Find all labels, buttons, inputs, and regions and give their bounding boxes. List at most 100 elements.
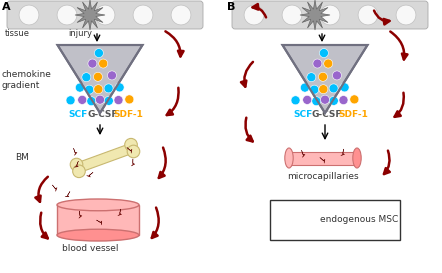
Circle shape: [396, 5, 416, 25]
FancyBboxPatch shape: [7, 1, 203, 29]
Circle shape: [76, 83, 84, 92]
Circle shape: [78, 95, 87, 104]
Circle shape: [72, 165, 85, 178]
Circle shape: [95, 49, 103, 58]
Circle shape: [93, 72, 103, 81]
Circle shape: [125, 138, 137, 151]
Circle shape: [324, 59, 333, 68]
FancyArrowPatch shape: [35, 177, 48, 202]
Text: SDF-1: SDF-1: [338, 110, 368, 119]
Text: endogenous MSC: endogenous MSC: [320, 215, 398, 224]
Circle shape: [87, 97, 96, 106]
Circle shape: [320, 49, 328, 58]
Polygon shape: [292, 206, 297, 212]
FancyBboxPatch shape: [232, 1, 428, 29]
FancyArrowPatch shape: [165, 31, 183, 57]
Circle shape: [88, 59, 97, 68]
Ellipse shape: [353, 148, 361, 168]
Circle shape: [329, 96, 338, 105]
Ellipse shape: [57, 199, 139, 211]
Text: BM: BM: [15, 153, 29, 162]
FancyArrowPatch shape: [384, 151, 390, 174]
Polygon shape: [286, 214, 290, 221]
Circle shape: [70, 158, 83, 171]
Polygon shape: [57, 205, 139, 235]
Polygon shape: [75, 0, 105, 30]
Text: chemokine
gradient: chemokine gradient: [2, 70, 52, 90]
Polygon shape: [52, 185, 57, 191]
Text: G-CSF: G-CSF: [312, 110, 343, 119]
FancyArrowPatch shape: [241, 62, 253, 87]
Circle shape: [332, 71, 342, 80]
Text: SCF: SCF: [293, 110, 312, 119]
Text: SDF-1: SDF-1: [113, 110, 143, 119]
Polygon shape: [76, 143, 134, 173]
Polygon shape: [87, 172, 93, 177]
Circle shape: [82, 73, 91, 82]
FancyArrowPatch shape: [374, 11, 389, 25]
Text: G-CSF: G-CSF: [87, 110, 118, 119]
Polygon shape: [127, 147, 132, 153]
Polygon shape: [74, 161, 78, 167]
Polygon shape: [131, 159, 135, 166]
Polygon shape: [300, 0, 330, 30]
Circle shape: [303, 95, 312, 104]
Circle shape: [320, 95, 329, 104]
Circle shape: [95, 95, 104, 104]
Circle shape: [301, 83, 309, 92]
Polygon shape: [57, 45, 142, 113]
Ellipse shape: [285, 148, 293, 168]
Ellipse shape: [57, 229, 139, 241]
Circle shape: [57, 5, 77, 25]
FancyArrowPatch shape: [252, 4, 266, 17]
Circle shape: [307, 73, 316, 82]
Circle shape: [310, 85, 319, 94]
Circle shape: [99, 59, 108, 68]
Polygon shape: [301, 150, 305, 158]
Circle shape: [329, 84, 338, 93]
Text: A: A: [2, 2, 11, 12]
Circle shape: [313, 59, 322, 68]
Circle shape: [127, 145, 140, 158]
Circle shape: [318, 72, 328, 81]
Circle shape: [85, 85, 94, 94]
Polygon shape: [341, 149, 345, 156]
Circle shape: [350, 95, 359, 104]
Circle shape: [339, 96, 348, 105]
Polygon shape: [65, 191, 70, 197]
Circle shape: [125, 95, 134, 104]
FancyBboxPatch shape: [270, 200, 400, 240]
Circle shape: [66, 96, 75, 105]
Text: injury: injury: [68, 29, 92, 38]
Circle shape: [358, 5, 378, 25]
Polygon shape: [289, 152, 357, 165]
FancyArrowPatch shape: [395, 93, 404, 117]
Circle shape: [95, 5, 115, 25]
Circle shape: [291, 96, 300, 105]
Text: SCF: SCF: [68, 110, 87, 119]
Circle shape: [319, 85, 328, 94]
FancyArrowPatch shape: [40, 213, 48, 238]
Polygon shape: [299, 219, 304, 225]
Circle shape: [107, 71, 116, 80]
Circle shape: [340, 83, 349, 92]
Circle shape: [312, 97, 321, 106]
Circle shape: [133, 5, 153, 25]
Circle shape: [282, 5, 302, 25]
Circle shape: [104, 96, 113, 105]
Polygon shape: [73, 148, 77, 155]
Text: microcapillaries: microcapillaries: [287, 172, 358, 181]
Circle shape: [114, 96, 123, 105]
Text: blood vessel: blood vessel: [62, 244, 118, 253]
Text: tissue: tissue: [5, 29, 30, 38]
FancyArrowPatch shape: [245, 118, 253, 141]
Circle shape: [244, 5, 264, 25]
Polygon shape: [96, 220, 102, 225]
Circle shape: [115, 83, 124, 92]
FancyArrowPatch shape: [390, 32, 408, 60]
Circle shape: [171, 5, 191, 25]
Polygon shape: [320, 158, 325, 163]
Circle shape: [19, 5, 39, 25]
Polygon shape: [79, 211, 82, 218]
FancyArrowPatch shape: [152, 207, 159, 238]
